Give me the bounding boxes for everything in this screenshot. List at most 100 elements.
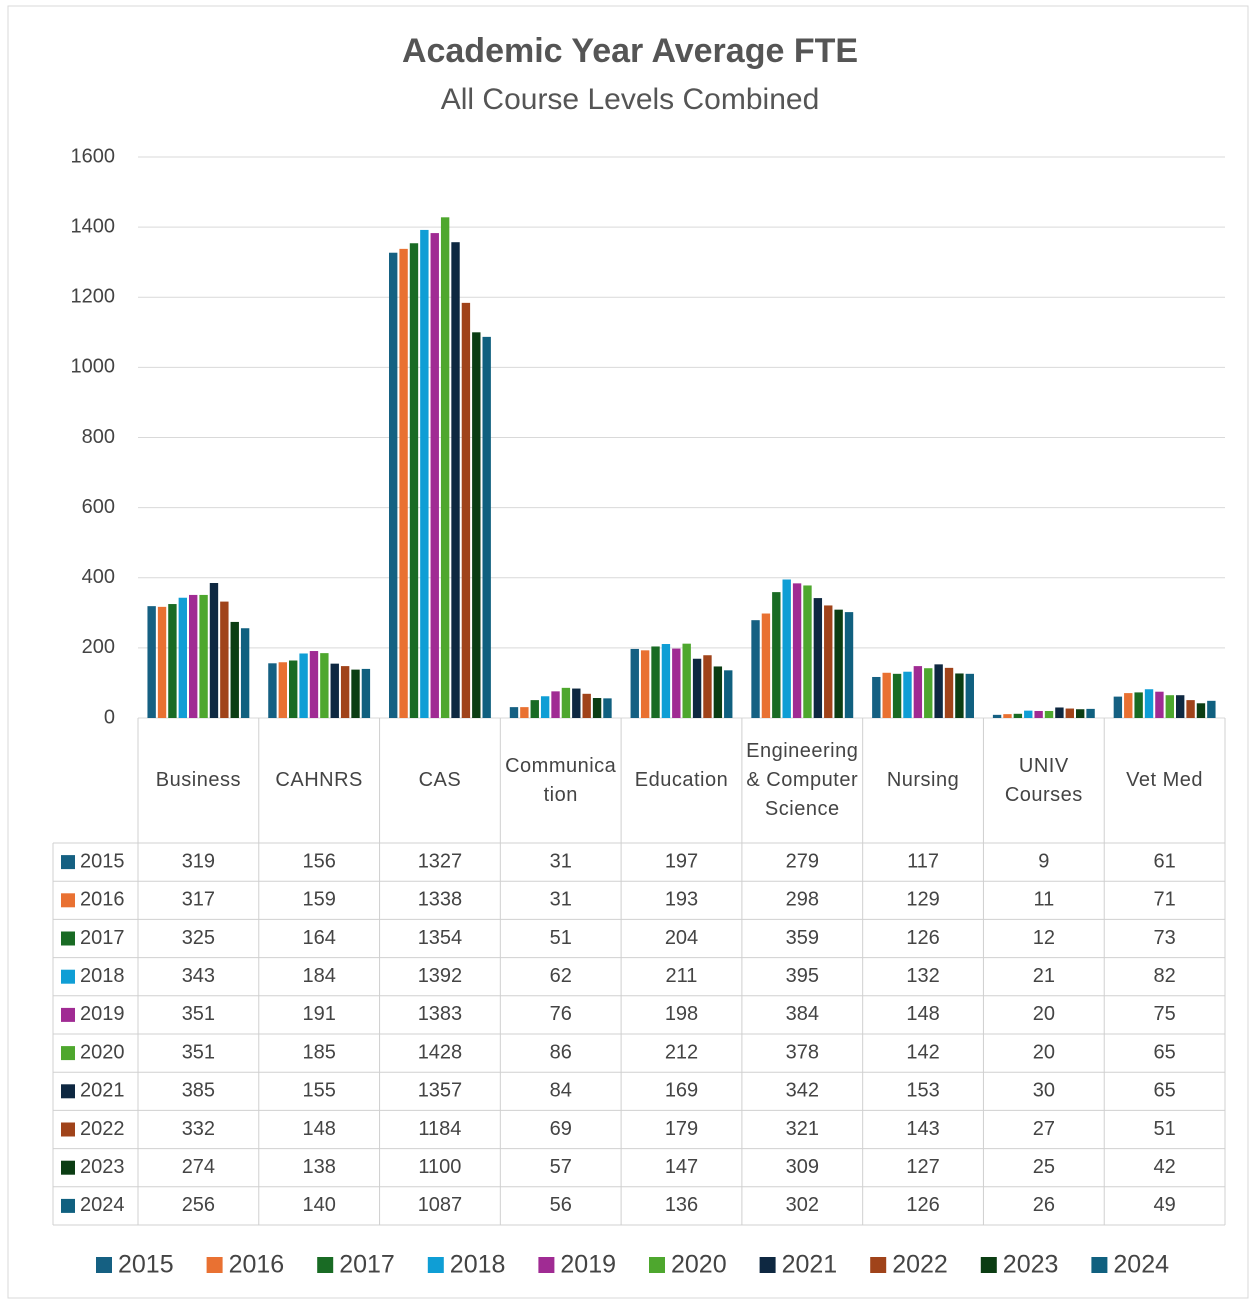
bar — [582, 693, 591, 718]
table-cell: 302 — [786, 1194, 819, 1216]
bar — [178, 597, 188, 718]
bar — [834, 609, 843, 718]
legend-key — [649, 1257, 665, 1273]
legend-key — [206, 1257, 223, 1273]
table-cell: 384 — [786, 1003, 819, 1025]
bar — [289, 660, 298, 718]
bar — [340, 666, 350, 718]
table-cell: 21 — [1033, 965, 1055, 987]
table-cell: 169 — [665, 1080, 698, 1102]
table-cell: 61 — [1153, 850, 1175, 872]
table-cell: 11 — [1033, 889, 1054, 911]
table-row-label: 2021 — [80, 1080, 125, 1102]
table-cell: 319 — [182, 850, 215, 872]
y-tick-label: 200 — [82, 636, 115, 658]
x-tick-label: Engineering & Computer Science — [746, 740, 859, 820]
bar — [409, 243, 419, 718]
x-tick-label: Communication — [505, 754, 617, 806]
table-cell: 1357 — [418, 1080, 463, 1102]
table-cell: 12 — [1033, 927, 1055, 949]
table-cell: 140 — [302, 1194, 335, 1216]
bar — [934, 664, 943, 718]
bar — [572, 688, 581, 718]
bar — [913, 666, 923, 718]
y-tick-label: 600 — [82, 496, 115, 518]
bar — [592, 698, 602, 718]
bar — [751, 620, 760, 718]
table-cell: 1087 — [418, 1194, 463, 1216]
y-tick-label: 1600 — [71, 145, 116, 167]
table-cell: 279 — [786, 850, 819, 872]
x-tick-label: CAHNRS — [275, 769, 363, 791]
table-cell: 1392 — [418, 965, 463, 987]
table-cell: 148 — [302, 1118, 335, 1140]
bar — [1155, 691, 1164, 718]
bar — [509, 707, 519, 718]
table-cell: 31 — [550, 889, 572, 911]
table-row-label: 2015 — [80, 850, 125, 872]
category-header: CAHNRS — [275, 769, 363, 791]
table-cell: 84 — [550, 1080, 572, 1102]
bar — [824, 605, 833, 718]
table-cell: 86 — [550, 1041, 572, 1063]
table-cell: 27 — [1033, 1118, 1055, 1140]
y-tick-label: 1000 — [71, 356, 116, 378]
category-header: Nursing — [887, 769, 959, 791]
bar — [703, 655, 712, 718]
bar — [268, 663, 277, 718]
table-cell: 198 — [665, 1003, 698, 1025]
bar — [661, 644, 671, 718]
table-cell: 317 — [182, 889, 215, 911]
bar — [813, 598, 823, 718]
bar — [330, 663, 339, 718]
x-tick-label: CAS — [418, 769, 462, 791]
bar — [603, 698, 612, 718]
bar — [672, 648, 681, 718]
bar — [157, 606, 167, 718]
bar — [189, 594, 198, 718]
x-tick-label: Vet Med — [1126, 769, 1204, 791]
bar — [1134, 692, 1143, 718]
legend-key — [759, 1257, 776, 1273]
table-legend-key — [61, 1198, 75, 1213]
table-cell: 211 — [666, 965, 698, 987]
table-cell: 57 — [550, 1156, 572, 1178]
bar — [1065, 708, 1074, 718]
bar — [1003, 714, 1012, 718]
table-cell: 136 — [665, 1194, 698, 1216]
bar — [551, 691, 560, 718]
table-cell: 1100 — [418, 1156, 461, 1178]
legend-label: 2024 — [1113, 1251, 1169, 1279]
table-cell: 1383 — [418, 1003, 463, 1025]
table-cell: 351 — [182, 1003, 215, 1025]
table-cell: 193 — [665, 889, 698, 911]
table-legend-key — [61, 1160, 75, 1175]
bar — [1086, 708, 1095, 718]
table-cell: 30 — [1033, 1080, 1055, 1102]
bar — [209, 583, 219, 718]
chart-subtitle: All Course Levels Combined — [441, 83, 820, 116]
table-cell: 75 — [1153, 1003, 1175, 1025]
bar — [955, 673, 964, 718]
bar — [451, 242, 460, 718]
bar — [872, 676, 881, 718]
table-cell: 378 — [786, 1041, 819, 1063]
bar — [1196, 703, 1206, 718]
table-cell: 191 — [302, 1003, 335, 1025]
table-cell: 65 — [1153, 1080, 1175, 1102]
bar — [724, 670, 733, 718]
table-row-label: 2022 — [80, 1118, 125, 1140]
table-row-label: 2018 — [80, 965, 125, 987]
table-legend-key — [61, 969, 75, 984]
bar — [782, 579, 791, 718]
legend-key — [427, 1257, 444, 1273]
legend-label: 2022 — [892, 1251, 948, 1279]
table-cell: 359 — [786, 927, 819, 949]
table-cell: 82 — [1153, 965, 1175, 987]
table-cell: 51 — [550, 927, 572, 949]
table-cell: 9 — [1038, 850, 1049, 872]
x-tick-label: Education — [634, 769, 729, 791]
table-legend-key — [61, 931, 75, 946]
table-legend-key — [61, 1007, 75, 1022]
category-header: Vet Med — [1126, 769, 1204, 791]
